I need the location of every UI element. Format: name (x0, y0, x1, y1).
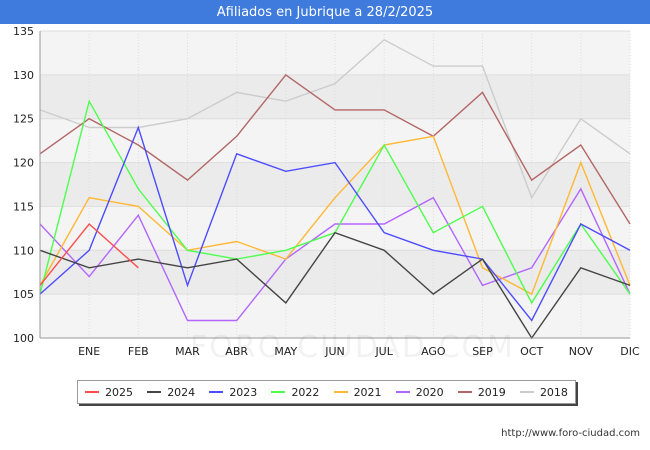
legend-label: 2025 (105, 385, 134, 399)
y-tick-label: 115 (13, 200, 34, 213)
y-tick-label: 135 (13, 25, 34, 38)
source-url: http://www.foro-ciudad.com (501, 428, 640, 439)
y-tick-label: 100 (13, 332, 34, 345)
chart-title: Afiliados en Jubrique a 28/2/2025 (0, 0, 650, 24)
x-tick-label: JUL (374, 345, 393, 358)
y-tick-label: 120 (13, 157, 34, 170)
series-line-2025 (39, 222, 139, 286)
legend-label: 2023 (229, 385, 258, 399)
legend-item-2019: 2019 (457, 385, 506, 399)
legend-swatch (271, 391, 286, 393)
y-axis-tick-labels: 100 105 110 115 120 125 130 135 (13, 25, 34, 345)
x-tick-label: SEP (472, 345, 493, 358)
chart-title-text: Afiliados en Jubrique a 28/2/2025 (216, 4, 434, 20)
series-line-2021 (39, 135, 631, 296)
legend-item-2025: 2025 (85, 386, 133, 399)
legend-swatch (209, 391, 224, 393)
legend-label: 2021 (353, 385, 382, 399)
series-line-2019 (39, 73, 631, 225)
y-tick-label: 105 (13, 288, 34, 301)
legend-item-2018: 2018 (519, 385, 568, 399)
x-tick-label: ABR (225, 345, 248, 358)
x-axis-tick-labels: ENE FEB MAR ABR MAY JUN JUL AGO SEP OCT NOV DIC (78, 345, 640, 358)
y-tick-label: 110 (13, 244, 34, 257)
legend-label: 2022 (291, 385, 320, 399)
x-tick-label: AGO (421, 345, 446, 358)
x-tick-label: JUN (324, 345, 345, 358)
legend-swatch (147, 391, 162, 393)
x-tick-label: MAR (175, 345, 200, 358)
watermark: FORO-CIUDAD.COM (190, 330, 515, 365)
series-line-2023 (39, 125, 631, 322)
legend: 2025 2024 2023 2022 2021 2020 2019 2018 (77, 380, 576, 404)
legend-swatch (85, 391, 100, 393)
legend-swatch (457, 391, 472, 393)
legend-label: 2024 (167, 385, 196, 399)
legend-swatch (395, 391, 410, 393)
x-tick-label: DIC (620, 345, 640, 358)
legend-label: 2018 (539, 385, 568, 399)
legend-swatch (333, 391, 348, 393)
legend-item-2022: 2022 (271, 386, 319, 399)
x-tick-label: MAY (274, 345, 297, 358)
x-tick-label: FEB (128, 345, 149, 358)
legend-swatch (519, 391, 534, 393)
x-tick-label: OCT (520, 345, 543, 358)
x-tick-label: ENE (78, 345, 100, 358)
legend-label: 2020 (415, 385, 444, 399)
legend-item-2024: 2024 (147, 386, 195, 399)
legend-item-2020: 2020 (395, 385, 444, 399)
y-tick-label: 125 (13, 113, 34, 126)
y-tick-label: 130 (13, 69, 34, 82)
legend-item-2021: 2021 (333, 385, 382, 399)
series-line-2020 (39, 187, 631, 322)
legend-item-2023: 2023 (209, 386, 257, 399)
legend-label: 2019 (477, 385, 506, 399)
x-tick-label: NOV (569, 345, 594, 358)
